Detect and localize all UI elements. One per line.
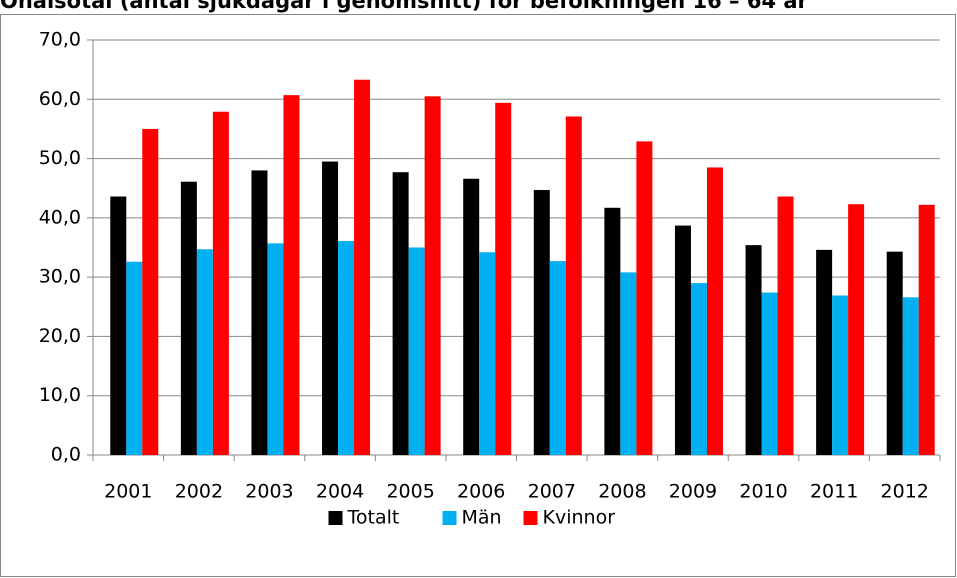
x-tick-label: 2009 — [669, 481, 717, 503]
bar — [424, 96, 441, 456]
bar — [902, 297, 919, 455]
bar — [533, 189, 550, 455]
x-tick-label: 2006 — [457, 481, 505, 503]
bar — [549, 261, 566, 455]
bar — [565, 116, 582, 455]
chart-title: Ohälsotal (antal sjukdagar i genomsnitt)… — [0, 0, 809, 13]
bar — [142, 128, 159, 455]
bar — [392, 172, 409, 455]
bar — [251, 170, 268, 455]
bar — [761, 292, 778, 455]
x-tick-label: 2002 — [175, 481, 223, 503]
bar — [126, 261, 143, 455]
bar — [283, 95, 300, 455]
bar — [636, 141, 653, 455]
x-tick-label: 2001 — [104, 481, 152, 503]
legend-swatch — [442, 511, 457, 525]
legend-swatch — [523, 511, 538, 525]
legend-label: Totalt — [347, 507, 400, 529]
bar — [495, 102, 512, 455]
bar — [212, 111, 229, 455]
x-tick-label: 2007 — [528, 481, 576, 503]
x-tick-label: 2011 — [810, 481, 858, 503]
x-tick-label: 2012 — [881, 481, 929, 503]
bar — [338, 240, 355, 455]
bar — [848, 204, 865, 455]
y-tick-label: 50,0 — [39, 147, 81, 169]
bar — [322, 161, 339, 456]
bar — [620, 272, 637, 455]
bar — [479, 252, 496, 455]
legend-label: Män — [462, 507, 502, 529]
y-tick-label: 10,0 — [39, 384, 81, 406]
bar — [918, 204, 935, 455]
bar — [816, 249, 833, 455]
bar — [196, 249, 213, 455]
x-tick-label: 2003 — [245, 481, 293, 503]
x-tick-label: 2010 — [739, 481, 787, 503]
bar — [267, 243, 284, 455]
bar — [180, 181, 197, 455]
bar — [832, 295, 849, 455]
legend-swatch — [328, 511, 343, 525]
y-tick-label: 40,0 — [39, 206, 81, 228]
bar — [886, 251, 903, 455]
x-tick-label: 2005 — [386, 481, 434, 503]
bar — [463, 178, 480, 455]
y-tick-label: 70,0 — [39, 29, 81, 51]
bar — [110, 196, 127, 455]
y-tick-label: 20,0 — [39, 325, 81, 347]
y-tick-label: 60,0 — [39, 88, 81, 110]
x-tick-label: 2008 — [598, 481, 646, 503]
bar — [604, 207, 621, 455]
bar — [674, 225, 691, 455]
x-tick-label: 2004 — [316, 481, 364, 503]
bar — [690, 283, 707, 455]
bar — [408, 247, 425, 455]
y-tick-label: 30,0 — [39, 266, 81, 288]
y-tick-label: 0,0 — [51, 444, 81, 466]
bar — [354, 79, 371, 455]
bar — [706, 167, 723, 455]
bar — [745, 245, 762, 455]
legend-label: Kvinnor — [543, 507, 616, 529]
bar — [777, 196, 794, 455]
